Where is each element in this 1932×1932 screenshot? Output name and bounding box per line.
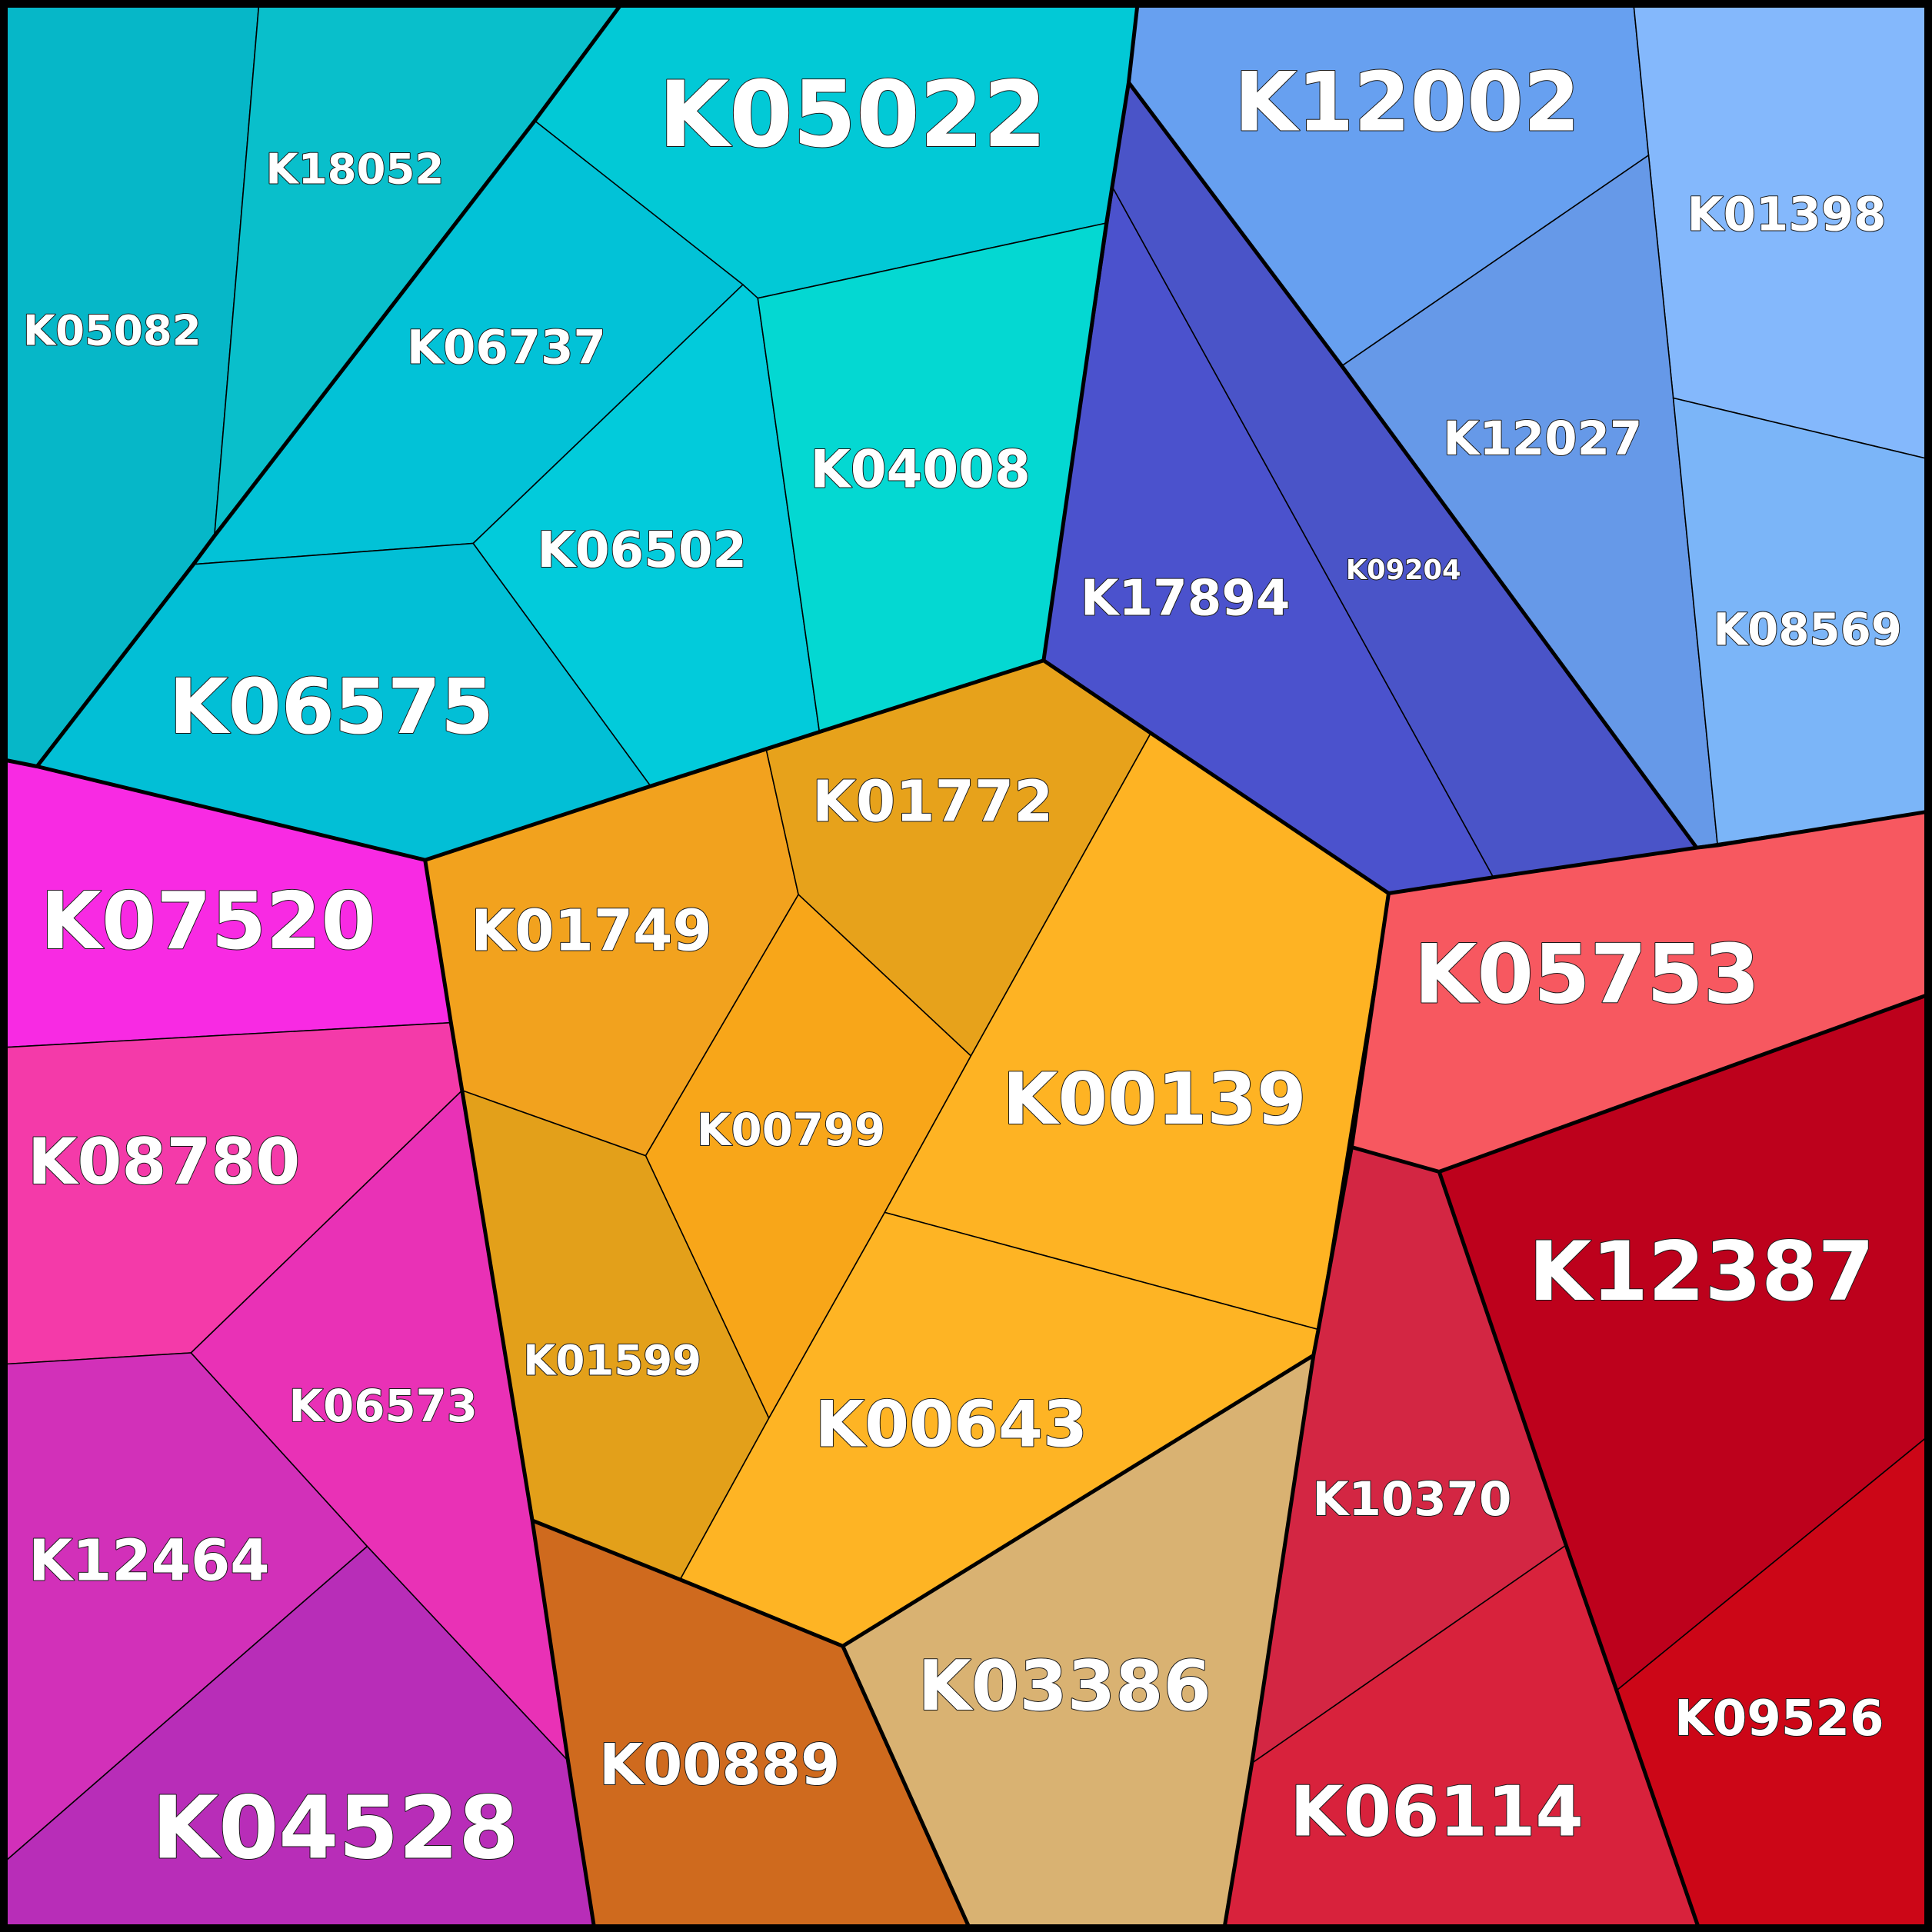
cell-label-k04008: K04008 [811, 439, 1031, 499]
group-border-line [1222, 893, 1391, 1927]
cell-label-k07520: K07520 [41, 876, 376, 968]
cell-label-k01599: K01599 [523, 1336, 701, 1385]
cell-label-k01749: K01749 [471, 899, 711, 964]
group-border-line [1388, 810, 1927, 895]
cell-label-k06575: K06575 [169, 663, 494, 751]
cell-label-k06573: K06573 [288, 1380, 477, 1432]
cell-label-k00799: K00799 [697, 1104, 885, 1156]
group-border-line [1042, 658, 1390, 895]
cell-label-k10370: K10370 [1312, 1472, 1511, 1527]
cell-label-k01772: K01772 [812, 769, 1053, 834]
cell-label-k05022: K05022 [658, 62, 1047, 168]
cell-label-k09204: K09204 [1346, 555, 1461, 586]
cell-label-k01398: K01398 [1687, 187, 1886, 242]
cell-label-k06502: K06502 [537, 522, 747, 579]
cell-label-k00889: K00889 [599, 1733, 840, 1798]
group-border-line [531, 1354, 1315, 1648]
cell-label-k08780: K08780 [28, 1124, 300, 1199]
cell-label-k04528: K04528 [152, 1778, 518, 1878]
cell-label-k18052: K18052 [265, 145, 444, 194]
cell-label-k03386: K03386 [918, 1647, 1211, 1727]
group-border-line [1041, 5, 1140, 661]
cell-label-k05082: K05082 [23, 305, 202, 355]
cell-label-k12464: K12464 [28, 1528, 269, 1594]
cell-label-k00643: K00643 [815, 1387, 1088, 1462]
cell-label-k00139: K00139 [1003, 1058, 1307, 1141]
cell-label-k08569: K08569 [1713, 604, 1901, 656]
group-border-line [423, 859, 596, 1927]
cell-label-k12027: K12027 [1443, 411, 1642, 466]
group-border-line [5, 658, 1044, 862]
cell-label-k12002: K12002 [1234, 55, 1581, 150]
group-borders [5, 5, 1927, 1927]
cell-label-k09526: K09526 [1674, 1690, 1884, 1747]
cell-label-k06114: K06114 [1290, 1773, 1584, 1853]
group-border-line [1437, 1171, 1700, 1927]
group-border-line [841, 1645, 971, 1927]
group-border-line [1127, 81, 1699, 849]
cell-label-k06737: K06737 [407, 320, 606, 375]
cell-label-k05753: K05753 [1414, 928, 1760, 1022]
labels-layer: K05082 K18052 K05022 K06737 K06502 K04008 K065… [22, 55, 1903, 1880]
cell-label-k17894: K17894 [1081, 571, 1291, 628]
cell-label-k12387: K12387 [1529, 1224, 1875, 1319]
group-border-line [35, 5, 621, 768]
cells-layer [5, 5, 1927, 1927]
